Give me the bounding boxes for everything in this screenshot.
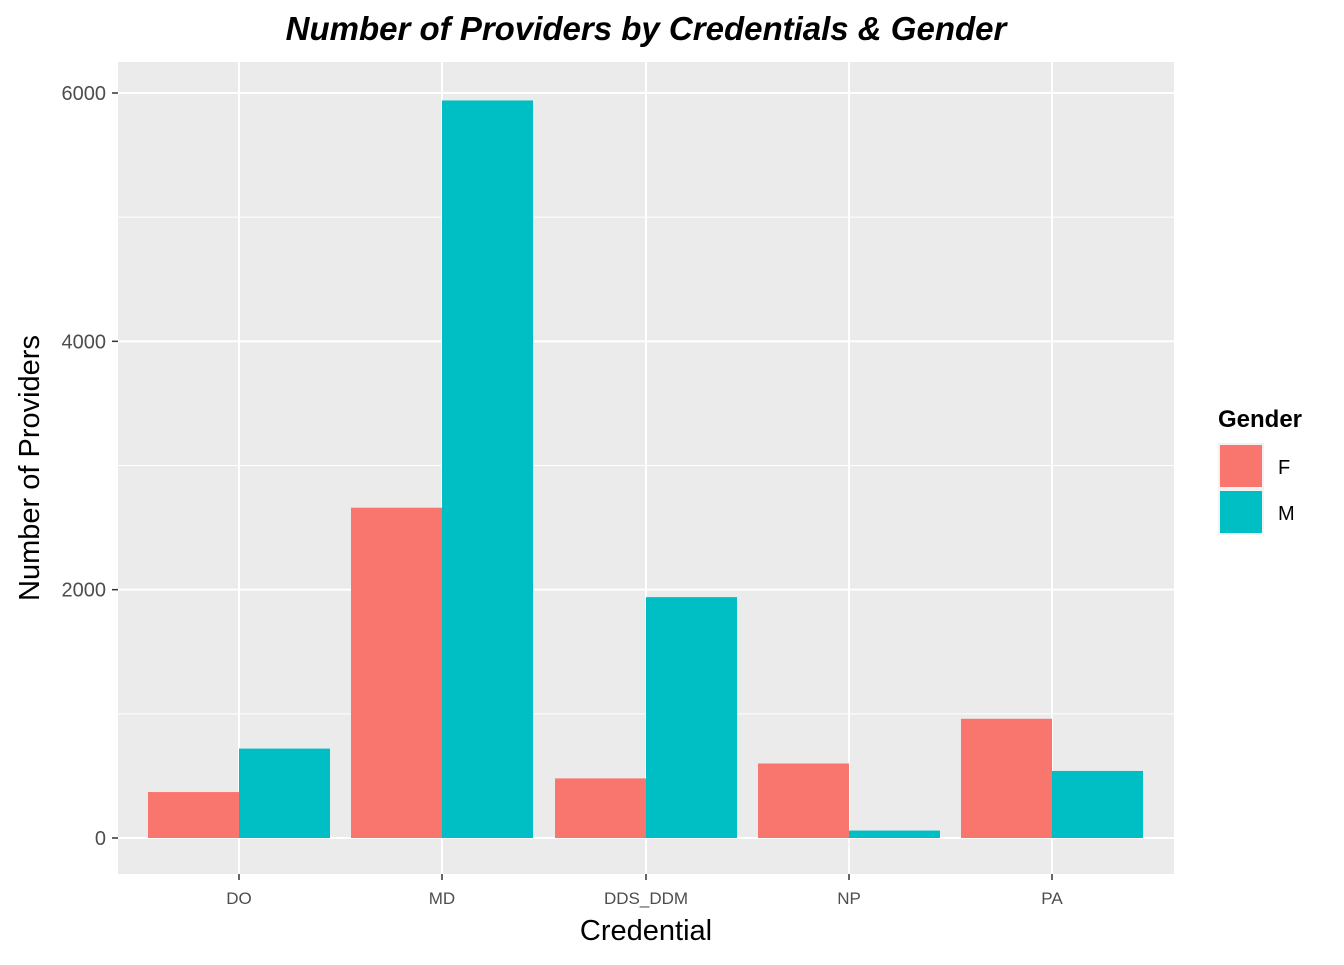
y-tick-label: 6000 — [62, 83, 107, 105]
bars-group — [148, 100, 1143, 838]
x-axis-title: Credential — [580, 915, 712, 947]
bar-do-m — [239, 748, 330, 838]
x-tick-label: DDS_DDM — [604, 889, 688, 908]
bar-do-f — [148, 792, 239, 838]
legend-key-f — [1220, 445, 1262, 487]
bar-md-f — [351, 507, 442, 838]
axes-group: 0 2000 4000 6000 DO MD DDS_DDM NP PA — [62, 83, 1064, 908]
bar-np-f — [758, 763, 849, 838]
y-axis-title: Number of Providers — [14, 335, 46, 601]
bar-dds-ddm-f — [555, 778, 646, 838]
legend: Gender FM — [1218, 406, 1302, 535]
legend-key-m — [1220, 491, 1262, 533]
x-tick-label: DO — [226, 889, 252, 908]
bar-np-m — [849, 830, 940, 838]
x-tick-label: NP — [837, 889, 861, 908]
legend-label-m: M — [1278, 503, 1295, 525]
bar-pa-m — [1052, 770, 1143, 838]
legend-title: Gender — [1218, 406, 1302, 433]
y-tick-label: 2000 — [62, 580, 107, 602]
x-tick-label: MD — [429, 889, 455, 908]
bar-pa-f — [961, 718, 1052, 838]
y-tick-label: 4000 — [62, 331, 107, 353]
bar-dds-ddm-m — [646, 597, 737, 838]
chart-title: Number of Providers by Credentials & Gen… — [286, 10, 1009, 47]
bar-md-m — [442, 100, 533, 838]
legend-items: FM — [1218, 443, 1295, 535]
legend-label-f: F — [1278, 457, 1290, 479]
y-tick-label: 0 — [95, 828, 106, 850]
x-tick-label: PA — [1041, 889, 1063, 908]
